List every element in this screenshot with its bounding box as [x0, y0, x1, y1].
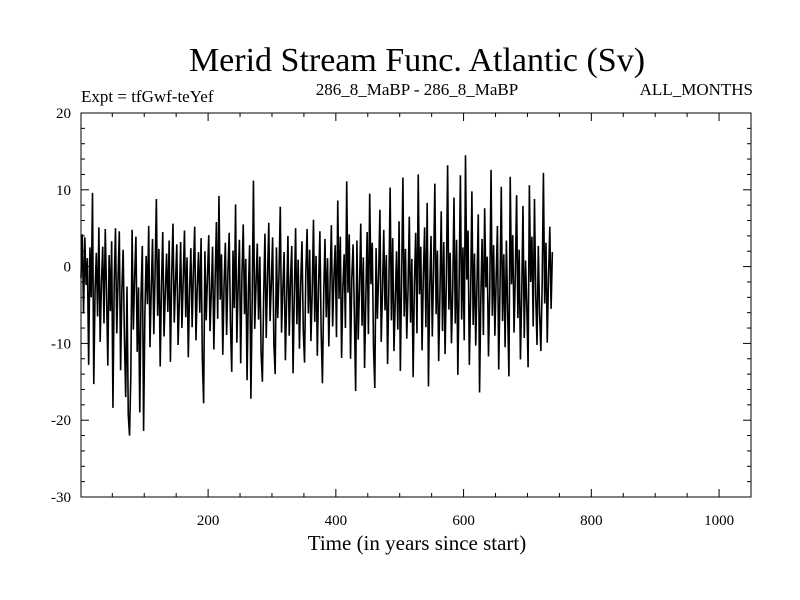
- x-tick-label: 800: [580, 513, 603, 529]
- y-tick-label: -10: [51, 336, 71, 352]
- y-tick-label: 20: [56, 106, 71, 122]
- subtitle-comparison: 286_8_MaBP - 286_8_MaBP: [316, 80, 518, 99]
- subtitle-experiment: Expt = tfGwf-teYef: [81, 87, 214, 106]
- y-tick-label: 0: [64, 260, 72, 276]
- x-tick-label: 200: [197, 513, 220, 529]
- x-tick-label: 1000: [704, 513, 734, 529]
- subtitle-months: ALL_MONTHS: [640, 80, 753, 99]
- plot-frame: [80, 112, 752, 498]
- x-tick-label: 600: [452, 513, 475, 529]
- chart-title: Merid Stream Func. Atlantic (Sv): [189, 42, 645, 79]
- y-tick-label: -30: [51, 490, 71, 506]
- x-axis: 200 400 600 800 1000: [111, 113, 734, 529]
- x-axis-label: Time (in years since start): [308, 531, 527, 555]
- plot-area: [80, 155, 554, 436]
- y-tick-label: -20: [51, 413, 71, 429]
- y-tick-label: 10: [56, 183, 71, 199]
- x-tick-label: 400: [325, 513, 348, 529]
- y-axis: 20 10 0 -10 -20 -30: [51, 106, 751, 506]
- series-line-0: [80, 155, 554, 436]
